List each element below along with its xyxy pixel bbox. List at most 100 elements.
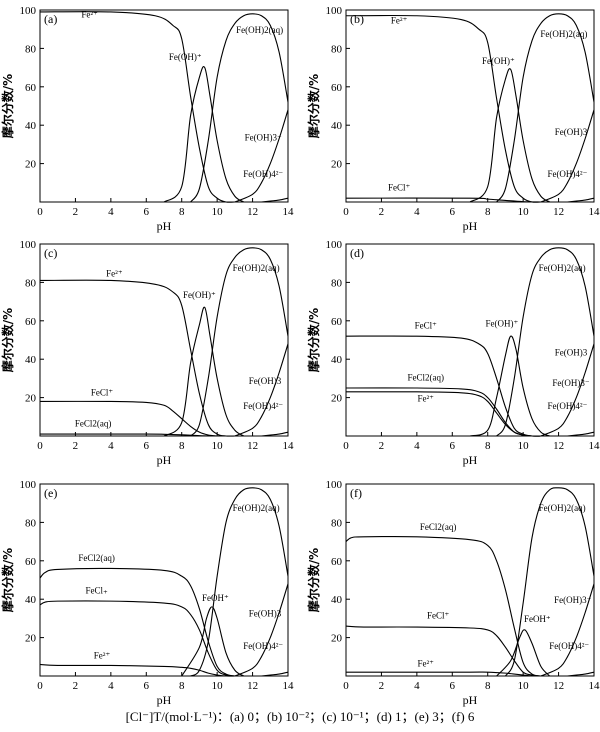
x-tick-label: 12 — [553, 680, 564, 692]
chart-panel-4: 0 2 4 6 8 10 12 14 20 40 60 80 100 pH 摩尔分数/% (d) FeCl⁺ Fe… — [306, 239, 600, 467]
y-axis-label: 摩尔分数/% — [306, 308, 321, 372]
y-tick-label: 20 — [25, 159, 37, 171]
series-line-fe2-plus — [345, 671, 533, 677]
series-label-fe-oh-plus: Fe(OH)⁺ — [183, 290, 216, 300]
series-line-fe-oh-42-minus — [261, 431, 289, 437]
y-axis-label: 摩尔分数/% — [0, 548, 15, 612]
chart-panel-3: 0 2 4 6 8 10 12 14 20 40 60 80 100 pH 摩尔分数/% (c) Fe²⁺ Fe(… — [0, 239, 294, 467]
series-line-fe-oh-3-minus — [234, 583, 289, 677]
series-label-fe-oh-3-minus: Fe(OH)3⁻ — [245, 133, 282, 143]
y-tick-label: 40 — [331, 594, 343, 606]
x-tick-label: 8 — [179, 680, 185, 692]
plot-frame — [345, 483, 595, 677]
series-line-fecl2-aq — [345, 535, 541, 677]
series-line-fe-oh-3-minus — [234, 109, 289, 203]
series-label-fecl2-aq: FeCl2(aq) — [420, 522, 457, 532]
y-tick-label: 60 — [25, 316, 37, 328]
series-label-fe-oh-2-aq: Fe(OH)2(aq) — [233, 503, 280, 513]
x-tick-label: 4 — [108, 680, 114, 692]
series-label-fe-oh-2-aq: Fe(OH)2(aq) — [236, 25, 283, 35]
y-axis-label: 摩尔分数/% — [0, 308, 15, 372]
series-label-fe-oh-2-aq: Fe(OH)2(aq) — [539, 503, 586, 513]
y-tick-label: 80 — [25, 517, 37, 529]
x-tick-label: 8 — [485, 680, 491, 692]
series-line-fe2-plus — [345, 391, 541, 437]
panel-tag: (e) — [44, 486, 57, 500]
series-line-fe2-plus — [345, 14, 541, 203]
y-tick-label: 100 — [20, 5, 37, 17]
series-line-fecl-plus — [39, 600, 235, 677]
figure-caption: [Cl⁻]T/(mol·L⁻¹)：(a) 0；(b) 10⁻²；(c) 10⁻¹… — [125, 709, 475, 724]
x-axis-label: pH — [157, 453, 172, 467]
series-line-fecl-plus — [39, 400, 218, 437]
series-label-fe-oh-plus: Fe(OH)⁺ — [482, 56, 515, 66]
x-tick-label: 8 — [179, 206, 185, 218]
y-tick-label: 40 — [25, 120, 37, 132]
series-line-fe-oh-3-minus — [540, 583, 595, 677]
series-line-fe-oh-2-aq — [190, 13, 289, 203]
y-tick-label: 60 — [331, 556, 343, 568]
series-line-fe-oh-2-aq — [504, 487, 595, 677]
series-label-fe2-plus: Fe²⁺ — [106, 269, 123, 279]
x-tick-label: 10 — [212, 440, 224, 452]
series-label-fecl-plus: FeCl⁺ — [415, 320, 438, 330]
series-line-fe-oh-plus — [181, 606, 245, 677]
x-axis-label: pH — [463, 453, 478, 467]
y-tick-label: 100 — [326, 479, 343, 491]
x-tick-label: 0 — [343, 206, 349, 218]
x-tick-label: 6 — [144, 206, 150, 218]
y-tick-label: 20 — [331, 159, 343, 171]
x-axis-label: pH — [463, 219, 478, 233]
panel-tag: (f) — [350, 486, 362, 500]
series-label-fe-oh-2-aq: Fe(OH)2(aq) — [539, 263, 586, 273]
series-line-fe-oh-plus — [163, 306, 245, 437]
series-label-fe2-plus: Fe²⁺ — [417, 658, 434, 668]
x-tick-label: 0 — [37, 440, 43, 452]
x-tick-label: 14 — [589, 440, 600, 452]
series-line-fecl2-aq — [39, 567, 235, 677]
chart-panel-1: 0 2 4 6 8 10 12 14 20 40 60 80 100 pH 摩尔分数/% (a) Fe²⁺ Fe(… — [0, 5, 294, 233]
series-line-fe-oh-2-aq — [496, 13, 595, 203]
series-line-fe-oh-42-minus — [567, 197, 595, 203]
x-tick-label: 4 — [108, 440, 114, 452]
x-tick-label: 0 — [37, 680, 43, 692]
y-tick-label: 60 — [331, 82, 343, 94]
series-line-fecl-plus — [345, 197, 541, 203]
x-tick-label: 14 — [589, 680, 600, 692]
y-tick-label: 80 — [331, 43, 343, 55]
y-tick-label: 100 — [20, 479, 37, 491]
y-tick-label: 40 — [25, 594, 37, 606]
x-tick-label: 2 — [73, 206, 79, 218]
x-tick-label: 10 — [518, 206, 530, 218]
y-tick-label: 100 — [20, 239, 37, 251]
x-tick-label: 2 — [379, 680, 385, 692]
chart-panel-6: 0 2 4 6 8 10 12 14 20 40 60 80 100 pH 摩尔分数/% (f) FeCl2(a… — [306, 479, 600, 707]
y-tick-label: 60 — [331, 316, 343, 328]
series-line-fe-oh-plus — [469, 335, 550, 437]
series-line-fe2-plus — [39, 11, 235, 203]
series-label-fe-oh-3: Fe(OH)3 — [555, 127, 588, 137]
series-line-fe-oh-42-minus — [261, 197, 289, 203]
series-label-fe-oh-42-minus: Fe(OH)4²⁻ — [243, 641, 283, 651]
x-tick-label: 8 — [179, 440, 185, 452]
x-tick-label: 2 — [379, 206, 385, 218]
panel-tag: (b) — [350, 12, 364, 26]
x-tick-label: 6 — [144, 680, 150, 692]
x-tick-label: 8 — [485, 206, 491, 218]
series-line-fe-oh-42-minus — [261, 671, 289, 677]
series-label-feoh-plus: FeOH⁺ — [524, 614, 551, 624]
y-tick-label: 40 — [331, 354, 343, 366]
x-tick-label: 4 — [414, 440, 420, 452]
series-label-fe-oh-3-minus: Fe(OH)3⁻ — [554, 595, 591, 605]
plot-frame — [39, 483, 289, 677]
series-line-fe-oh-3-minus — [234, 343, 289, 437]
x-axis-label: pH — [157, 219, 172, 233]
series-line-fe2-plus — [39, 663, 235, 677]
series-label-fe-oh-3: Fe(OH)3 — [555, 347, 588, 357]
x-tick-label: 2 — [73, 680, 79, 692]
x-tick-label: 4 — [414, 206, 420, 218]
series-label-fecl-plus: FeCl⁺ — [91, 388, 114, 398]
x-tick-label: 0 — [343, 680, 349, 692]
x-tick-label: 0 — [343, 440, 349, 452]
x-tick-label: 14 — [589, 206, 600, 218]
